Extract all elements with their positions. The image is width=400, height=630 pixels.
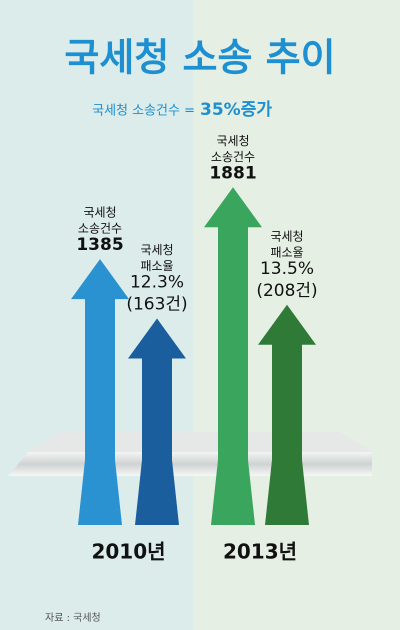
subtitle: 국세청 소송건수 = [92, 104, 195, 119]
arrow [71, 259, 129, 525]
subtitle-highlight: 35%증가 [200, 100, 272, 120]
series-label: 국세청 [270, 229, 303, 243]
series-label: 패소율 [140, 259, 173, 273]
series-label: 소송건수 [211, 150, 255, 164]
series-label: 소송건수 [78, 222, 122, 236]
arrow [258, 304, 316, 525]
arrow [204, 187, 262, 525]
value-label: (208건) [256, 281, 317, 301]
source: 자료 : 국세청 [45, 612, 101, 624]
value-label: 13.5% [260, 259, 314, 279]
chart-title: 국세청 소송 추이 [64, 36, 335, 80]
value-label: 1881 [209, 163, 256, 183]
value-label: (163건) [126, 295, 187, 315]
year-label: 2010년 [91, 540, 165, 564]
series-label: 패소율 [270, 245, 303, 259]
value-label: 12.3% [130, 273, 184, 293]
year-label: 2013년 [223, 540, 297, 564]
value-label: 1385 [76, 235, 123, 255]
platform-top [28, 432, 372, 452]
arrow [128, 318, 186, 525]
series-label: 국세청 [83, 206, 116, 220]
series-label: 국세청 [140, 243, 173, 257]
series-label: 국세청 [216, 134, 249, 148]
platform [8, 452, 372, 476]
